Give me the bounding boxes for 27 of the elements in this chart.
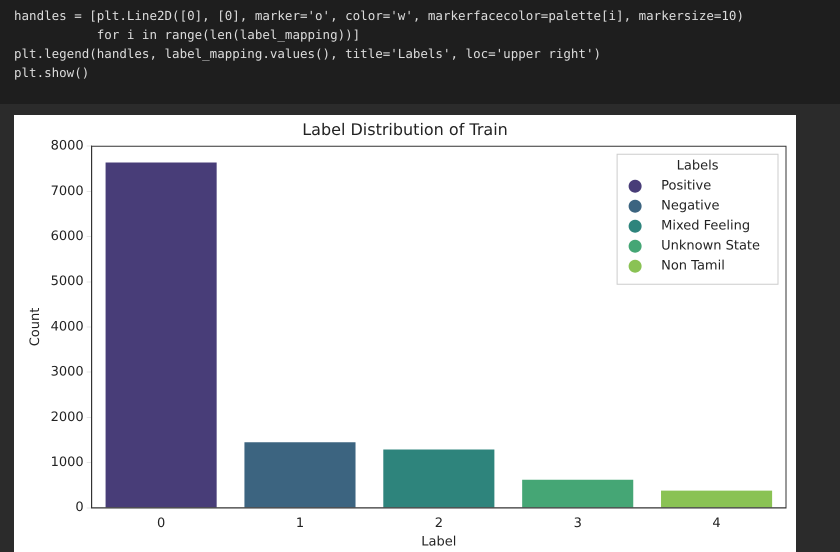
y-tick-label: 5000 [50,274,84,290]
text: handles = [plt.Line2D([0], [0], marker='o', color='w', markerfacecolor=palette[i], markersize=10) [14,7,745,25]
y-axis-title: Count [28,308,44,346]
legend-label: Mixed Feeling [661,218,750,234]
y-tick-label: 1000 [50,454,84,470]
legend-label: Unknown State [661,238,760,254]
x-tick-label: 1 [296,516,304,531]
legend-label: Non Tamil [661,258,725,274]
x-axis-title: Label [421,534,456,550]
x-tick-label: 4 [712,516,721,531]
x-tick-label: 3 [574,516,582,531]
legend-label: Positive [661,178,712,194]
legend-label: Negative [661,198,720,214]
y-tick-label: 3000 [50,364,84,380]
text: plt.legend(handles, label_mapping.values(), title='Labels', loc='upper right') [14,45,602,63]
y-tick-label: 6000 [50,228,84,244]
y-tick-label: 8000 [50,138,84,154]
x-tick-label: 0 [156,516,166,531]
x-tick-label: 2 [434,516,443,531]
y-tick-label: 4000 [50,319,84,334]
text: plt.show() [14,64,90,82]
legend-title: Labels [676,158,719,174]
text: for i in range(len(label_mapping))] [96,26,362,44]
chart-title: Label Distribution of Train [302,120,508,139]
y-tick-label: 0 [75,500,84,516]
y-tick-label: 7000 [50,184,84,199]
y-tick-label: 2000 [50,410,84,425]
